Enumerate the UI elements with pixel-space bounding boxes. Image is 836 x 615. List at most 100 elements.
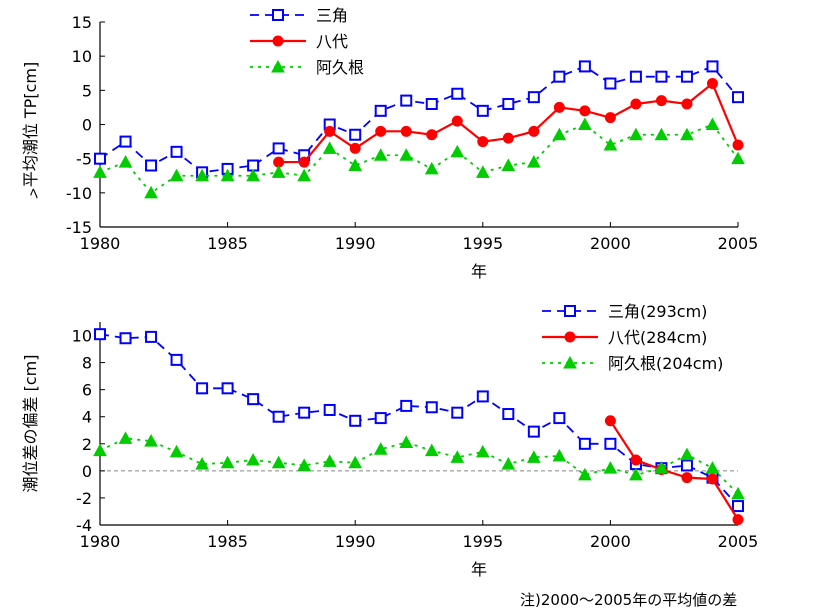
legend-label: 八代 — [316, 32, 348, 51]
data-point — [553, 101, 565, 113]
series-2 — [93, 431, 745, 500]
data-point — [604, 437, 617, 450]
legend-marker — [563, 355, 577, 369]
legend-label: 阿久根(204cm) — [608, 354, 723, 373]
data-point — [450, 144, 465, 158]
data-point — [655, 70, 668, 83]
data-point — [400, 94, 413, 107]
data-point — [374, 104, 387, 117]
y-tick-label: 0 — [82, 462, 92, 481]
series-line — [99, 437, 739, 495]
x-tick-label: 1990 — [335, 234, 376, 253]
data-point — [706, 78, 718, 89]
data-point — [501, 158, 516, 171]
x-axis-label: 年 — [471, 560, 487, 579]
data-point — [373, 442, 388, 455]
data-point — [604, 415, 616, 427]
data-point — [424, 443, 439, 457]
data-point — [578, 467, 592, 481]
data-point — [451, 87, 464, 100]
data-point — [118, 155, 133, 168]
data-point — [731, 486, 745, 500]
data-point — [655, 95, 667, 107]
data-point — [425, 401, 438, 414]
legend-marker — [272, 35, 284, 47]
data-point — [579, 105, 591, 117]
data-point — [477, 136, 489, 148]
data-point — [629, 70, 642, 83]
x-tick-label: 2005 — [718, 532, 759, 551]
data-point — [476, 104, 489, 117]
data-point — [324, 125, 336, 137]
footnote: 注)2000～2005年の平均値の差 — [520, 591, 737, 609]
series-line — [278, 81, 740, 164]
x-tick-label: 1985 — [207, 234, 248, 253]
data-point — [502, 98, 515, 110]
data-point — [578, 437, 591, 450]
legend-label: 八代(284cm) — [608, 328, 707, 347]
data-point — [680, 459, 693, 472]
data-point — [196, 382, 209, 395]
data-point — [400, 399, 413, 412]
x-tick-label: 2000 — [590, 532, 631, 551]
data-point — [169, 168, 184, 182]
y-tick-label: 8 — [82, 354, 92, 373]
series-line — [99, 123, 739, 195]
data-point — [298, 406, 311, 419]
data-point — [552, 448, 567, 462]
x-tick-label: 1995 — [462, 234, 503, 253]
data-point — [220, 168, 235, 182]
data-point — [349, 414, 362, 427]
data-point — [118, 431, 133, 444]
data-point — [732, 514, 744, 526]
data-point — [349, 128, 362, 141]
data-point — [170, 353, 183, 366]
data-point — [220, 455, 235, 469]
data-point — [323, 403, 336, 416]
data-point — [145, 330, 158, 343]
data-point — [144, 434, 158, 447]
data-point — [169, 444, 184, 458]
data-point — [93, 165, 107, 178]
y-tick-label: -5 — [76, 150, 92, 169]
data-point — [399, 435, 414, 448]
data-point — [604, 77, 617, 90]
x-tick-label: 1985 — [207, 532, 248, 551]
data-point — [144, 185, 158, 199]
data-point — [93, 443, 107, 457]
y-tick-label: 2 — [82, 435, 92, 454]
data-point — [451, 406, 464, 419]
x-tick-label: 1995 — [462, 532, 503, 551]
data-point — [119, 135, 132, 148]
data-point — [706, 60, 719, 73]
legend-marker — [271, 59, 285, 73]
data-point — [732, 500, 744, 513]
series-line — [99, 65, 739, 174]
data-point — [475, 165, 490, 178]
data-point — [680, 70, 693, 83]
data-point — [399, 148, 414, 161]
data-point — [195, 457, 209, 470]
data-point — [271, 165, 286, 178]
data-point — [195, 168, 209, 182]
y-tick-label: 0 — [82, 116, 92, 135]
data-point — [221, 382, 234, 395]
y-tick-label: -4 — [76, 516, 92, 535]
data-point — [680, 447, 694, 461]
y-tick-label: -2 — [76, 489, 92, 508]
data-point — [681, 98, 693, 110]
data-point — [526, 155, 541, 168]
y-axis-label: 平均潮位 TP[cm] — [21, 62, 40, 187]
data-point — [604, 112, 616, 124]
y-tick-label: -15 — [66, 218, 92, 237]
series-1 — [273, 78, 744, 168]
data-point — [297, 458, 312, 471]
data-point — [630, 98, 642, 110]
data-point — [681, 472, 693, 484]
data-point — [603, 137, 618, 151]
data-point — [348, 158, 363, 171]
legend-marker — [564, 331, 576, 343]
data-point — [578, 60, 591, 73]
y-tick-label: 4 — [82, 408, 92, 427]
